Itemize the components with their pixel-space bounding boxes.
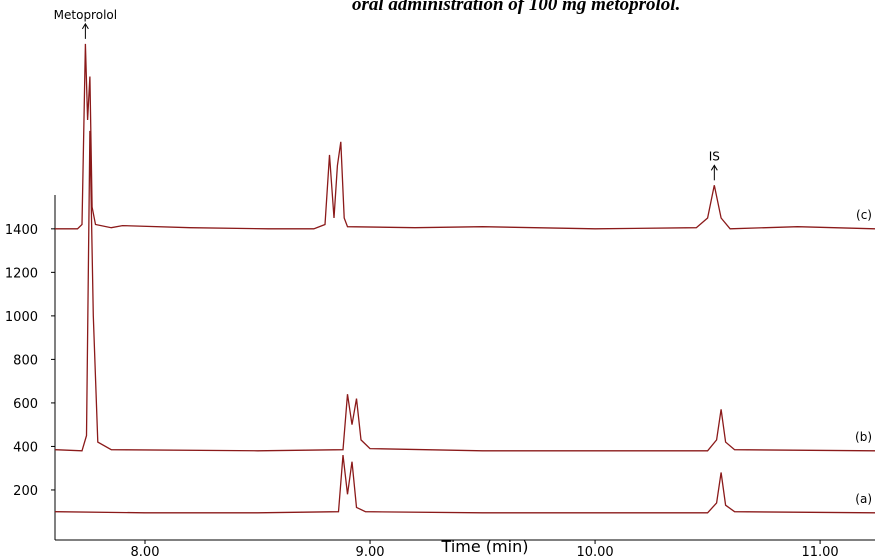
y-tick-label: 1400 [5,223,38,238]
x-axis-label: Time (min) [441,537,529,556]
peak-arrowhead [710,164,718,171]
y-tick-label: 200 [13,484,38,499]
chart-title: oral administration of 100 mg metoprolol… [352,0,680,15]
x-tick-label: 10.00 [576,545,613,558]
peak-label: IS [709,149,720,163]
y-tick-label: 600 [13,397,38,412]
trace [54,455,875,514]
y-tick-label: 1200 [5,266,38,281]
y-tick-label: 1000 [5,310,38,325]
trace [54,130,875,452]
trace-label: (c) [856,208,872,222]
x-tick-label: 11.00 [801,545,838,558]
x-tick-label: 9.00 [356,545,385,558]
y-tick-label: 400 [13,440,38,455]
trace [55,43,875,230]
x-tick-label: 8.00 [131,545,160,558]
trace-label: (a) [855,492,872,506]
trace-label: (b) [855,430,872,444]
peak-label: Metoprolol [54,8,117,22]
y-tick-label: 800 [13,353,38,368]
peak-arrowhead [81,22,89,30]
